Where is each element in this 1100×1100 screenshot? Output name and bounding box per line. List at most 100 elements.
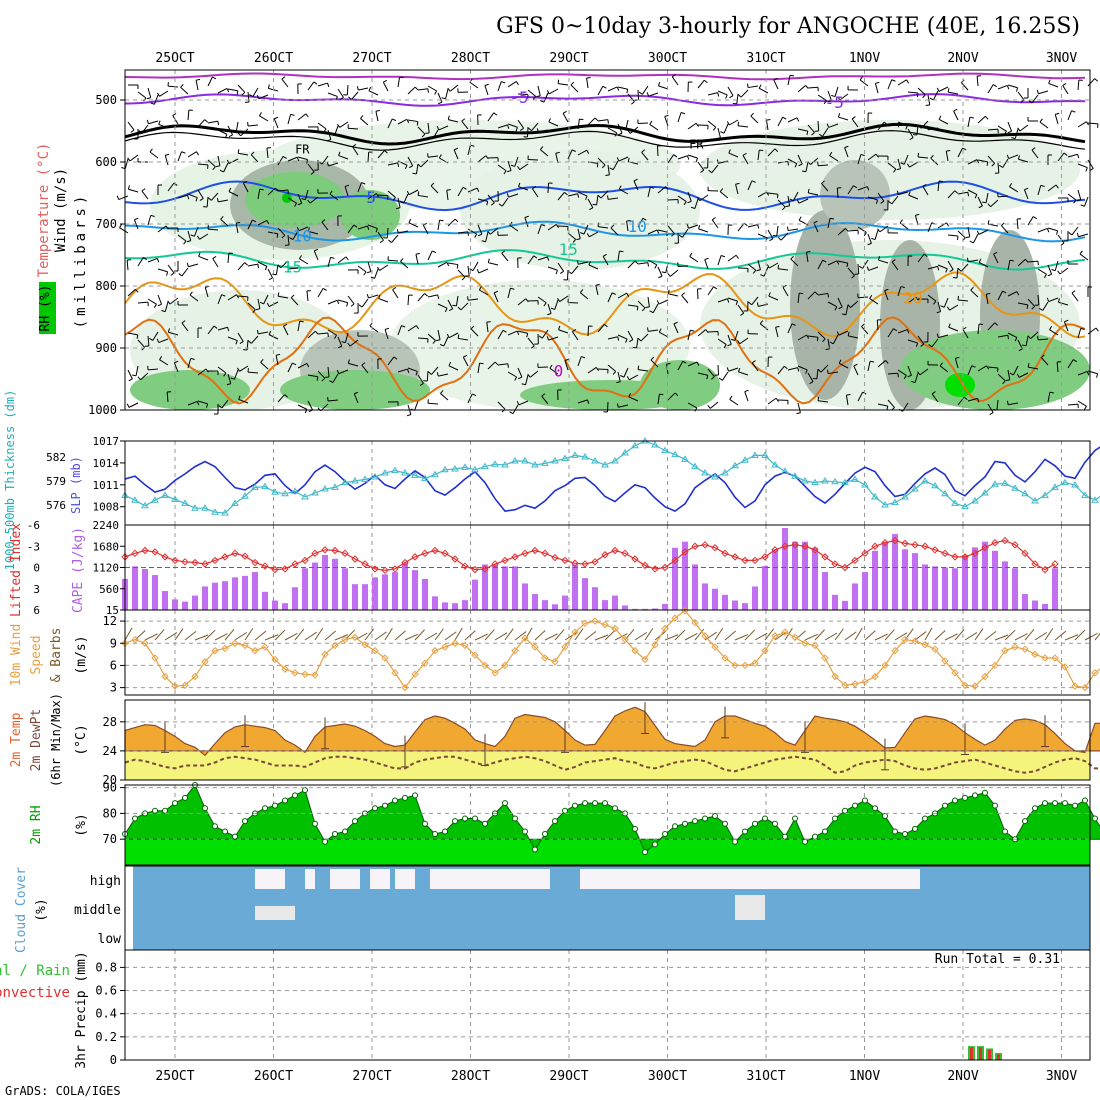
wind-barb [1077,79,1080,91]
wind-barb [512,404,519,414]
wind-barb-flag [789,74,795,77]
wind-barb-flag [555,151,560,154]
wind-barb [827,260,838,266]
wind-barb [173,362,179,373]
wind-barb-flag [978,258,982,263]
wind-barb [836,187,839,199]
wind-barb-flag [189,291,193,296]
cape-bar [782,528,788,610]
wind-barb-flag [1073,359,1077,363]
thickness-axis-label: 1000-500mb Thickness (dm) [3,390,17,571]
wind-barb-flag [989,412,994,416]
wind-barb [744,391,749,402]
wind-barb [497,124,508,129]
wind-barb [617,86,628,90]
wind-barb [567,193,578,197]
wind-barb-flag [818,133,823,137]
wind-barb [1077,370,1088,376]
wind-barb [263,294,269,305]
rh-base-band [125,839,1090,865]
wind-barb-flag [969,116,974,119]
wind-barb-flag [853,185,858,189]
wind-barb-flag [1077,154,1080,159]
wind-barb-flag [423,222,428,226]
wind-barb [1037,185,1042,196]
wind-barb [1007,84,1018,89]
wind-barb [827,338,831,349]
wind-barb-flag [899,219,903,224]
wind-barb [124,158,129,169]
thickness-point [381,469,389,476]
wind-barb-flag [337,345,342,349]
wind-barb [549,88,559,95]
wind-speed-point [1001,646,1009,655]
cape-bar [372,577,378,610]
wind-barb-flag [212,255,217,259]
wind-barb [948,326,959,332]
wind-barb [807,86,819,89]
wind-speed-point [491,669,499,677]
wind-barb-flag [711,217,716,221]
wind-barb-flag [400,258,404,262]
wind-barb [501,252,509,262]
thickness-point [701,469,709,476]
wind-barb [158,123,169,129]
wind-barb-flag [637,337,642,342]
wind-barb-flag [678,234,683,238]
wind-barb [834,86,839,97]
wind-barb [727,86,734,96]
wind-barb-flag [347,342,351,347]
cape-tick-label: 1680 [93,540,120,553]
wind-barb-flag [1033,216,1037,220]
rh-point [762,815,768,822]
high-cloud-gap [370,869,390,889]
cloud-row-label: middle [74,903,121,918]
wind-speed-point [441,643,449,651]
wind-barb [960,263,969,272]
wind-barb-flag [236,294,240,299]
wind-barb-flag [796,199,800,204]
wind-barb-flag [275,353,281,356]
wind-barb-flag [547,313,552,316]
wind-barb-flag [156,338,160,343]
wind-barb-flag [284,394,288,398]
cape-bar [932,566,938,610]
wind-barb-flag [594,117,599,122]
wind-speed-point [421,659,429,667]
wind-barb-flag [896,168,901,171]
wind-barb-flag [181,320,186,324]
y-tick-label: 700 [95,217,117,231]
rh-point [652,841,658,848]
wind-barb-flag [299,320,304,323]
rh-axis-label: 2m RH [29,805,44,844]
wind-barb [704,259,709,270]
wind-speed-point [331,641,339,650]
li-tick-label: 3 [33,583,40,596]
wind-barb [659,331,669,338]
wind-barb [317,332,328,335]
wind-barb [604,629,616,641]
wind-barb-flag [656,300,660,305]
wind-barb [235,223,239,234]
wind-barb-flag [875,199,879,204]
cape-bar [672,547,678,610]
wind-barb [996,399,999,410]
wind-barb [307,163,315,173]
rh-point [1032,805,1038,812]
lifted-index-point [241,552,249,560]
wind-barb [1067,153,1078,158]
wind-barb-flag [656,229,660,234]
wind-barb-flag [226,159,230,164]
wind-barb [1048,297,1059,303]
wind-barb-flag [954,190,959,194]
wind-barb [207,325,215,335]
wind-barb [641,152,649,161]
wind-barb [797,365,808,371]
wind-barb [357,182,362,193]
bottom-date-label: 26OCT [254,1069,293,1084]
lifted-index-point [131,549,139,558]
wind-barb [878,259,889,264]
wind-barb-flag [705,329,709,333]
wind-barb-flag [726,367,730,372]
thickness-point [331,483,339,490]
